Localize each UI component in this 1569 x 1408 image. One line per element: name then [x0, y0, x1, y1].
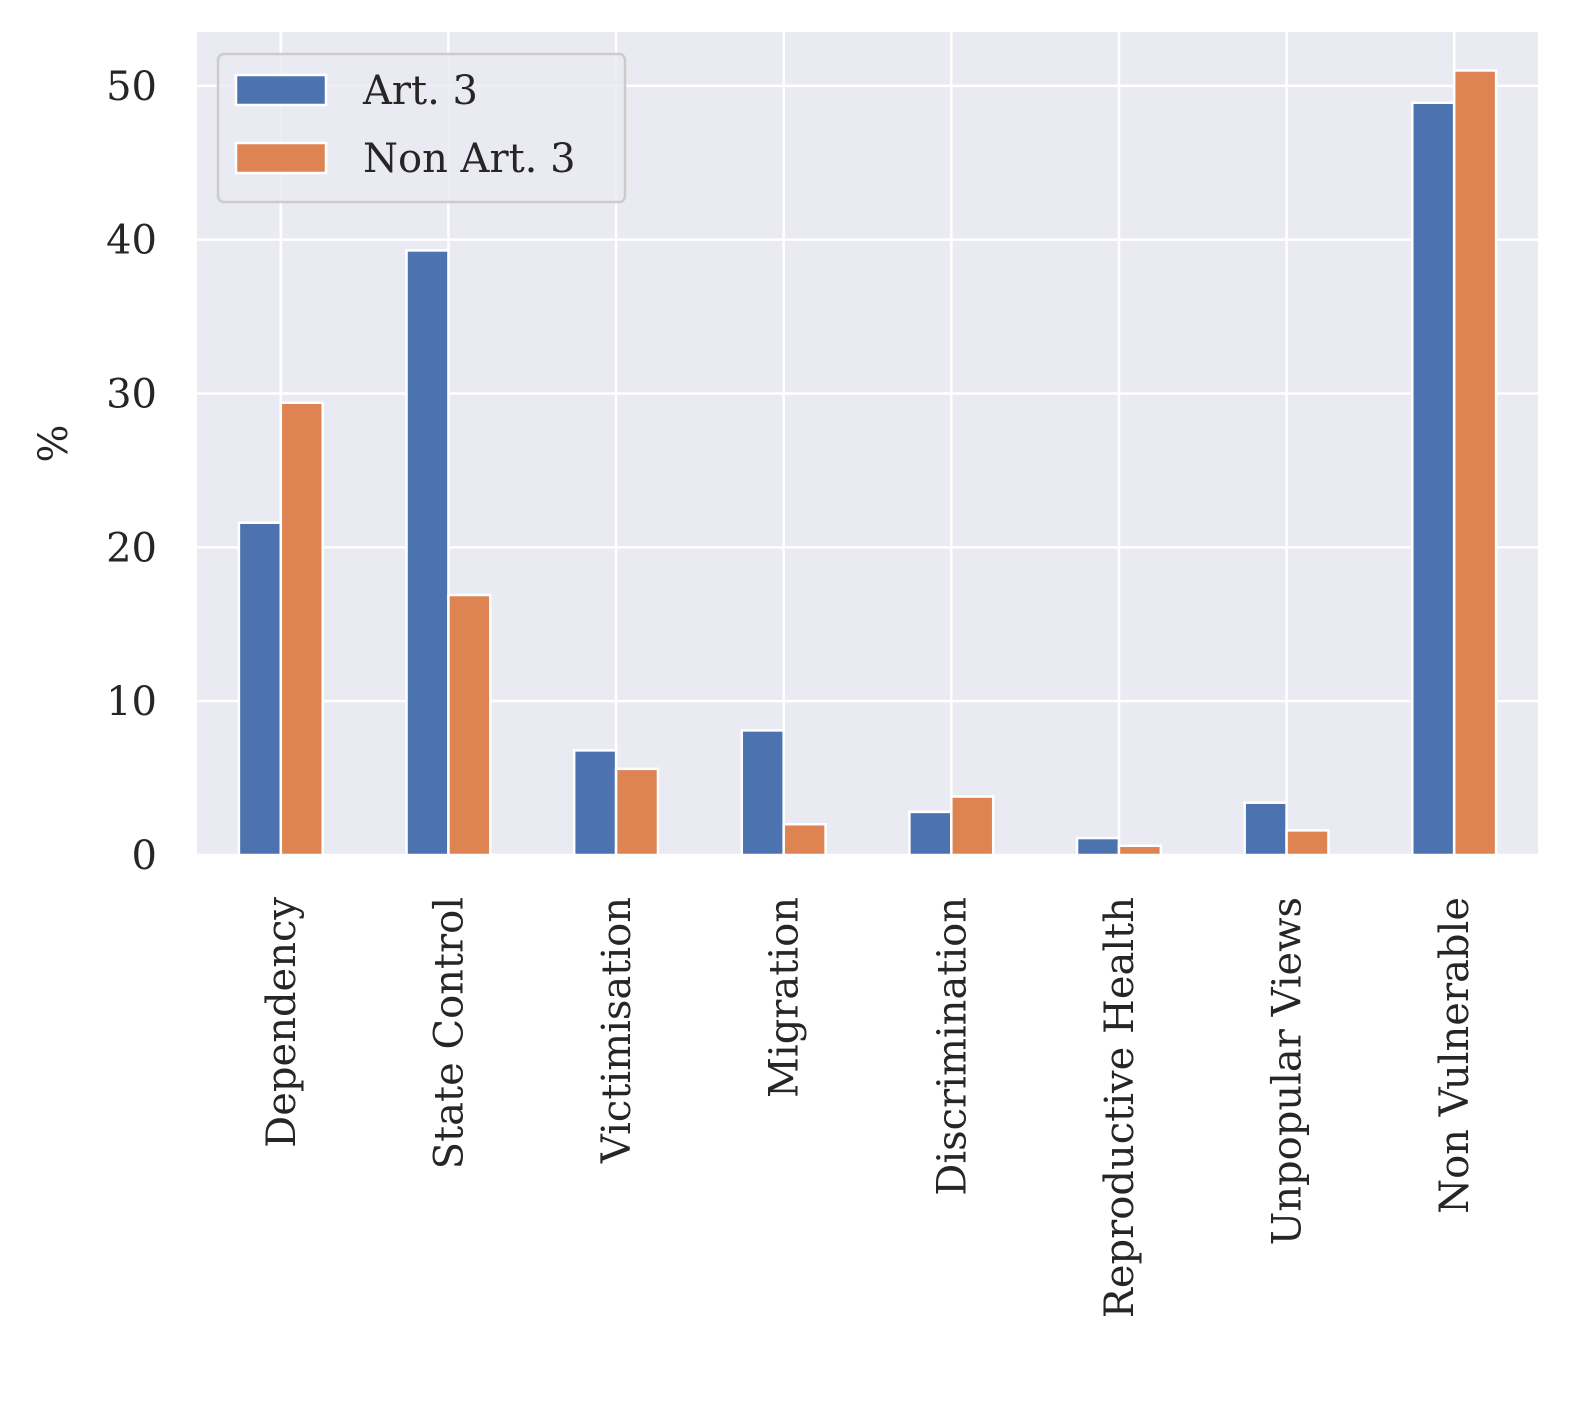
bars: [237, 69, 1498, 857]
bar-non-art3-migration: [782, 822, 827, 857]
bar-art3-victimisation: [572, 749, 618, 857]
bar-non-art3-dependency: [279, 401, 324, 857]
x-tick-label: Non Vulnerable: [1432, 897, 1478, 1214]
bar-art3-dependency: [237, 521, 283, 857]
y-axis-label: %: [31, 424, 77, 462]
bar-art3-discrimination: [908, 810, 953, 857]
x-tick-label: Migration: [762, 897, 808, 1098]
y-axis-ticks: 0 10 20 30 40 50: [106, 64, 157, 879]
legend-label: Art. 3: [362, 68, 478, 114]
x-tick-label: Victimisation: [594, 897, 640, 1164]
y-tick-label: 40: [106, 218, 157, 264]
y-tick-label: 50: [106, 64, 157, 110]
x-tick-label: Reproductive Health: [1097, 897, 1143, 1318]
legend-swatch-art3: [234, 73, 328, 107]
x-tick-label: Dependency: [259, 897, 305, 1148]
y-tick-label: 0: [132, 833, 157, 879]
y-tick-label: 10: [106, 679, 157, 725]
bar-art3-state-control: [405, 249, 450, 857]
legend-label: Non Art. 3: [363, 136, 576, 182]
legend: Art. 3 Non Art. 3: [216, 52, 627, 204]
bar-non-art3-victimisation: [614, 767, 660, 857]
x-tick-label: Unpopular Views: [1265, 897, 1311, 1245]
legend-swatch-non-art3: [234, 141, 328, 175]
bar-art3-reproductive-health: [1075, 836, 1121, 857]
bar-art3-unpopular-views: [1243, 801, 1288, 857]
x-tick-label: Discrimination: [929, 897, 975, 1196]
bar-non-art3-state-control: [447, 593, 492, 857]
x-axis-ticks: Dependency State Control Victimisation Migr…: [259, 897, 1478, 1319]
x-tick-label: State Control: [426, 897, 472, 1169]
bar-non-art3-discrimination: [950, 795, 995, 857]
bar-non-art3-non-vulnerable: [1452, 69, 1498, 857]
y-tick-label: 30: [106, 372, 157, 418]
y-tick-label: 20: [106, 525, 157, 571]
bar-art3-non-vulnerable: [1411, 101, 1456, 857]
bar-art3-migration: [740, 729, 785, 857]
bar-non-art3-unpopular-views: [1285, 829, 1330, 857]
bar-non-art3-reproductive-health: [1117, 844, 1163, 857]
